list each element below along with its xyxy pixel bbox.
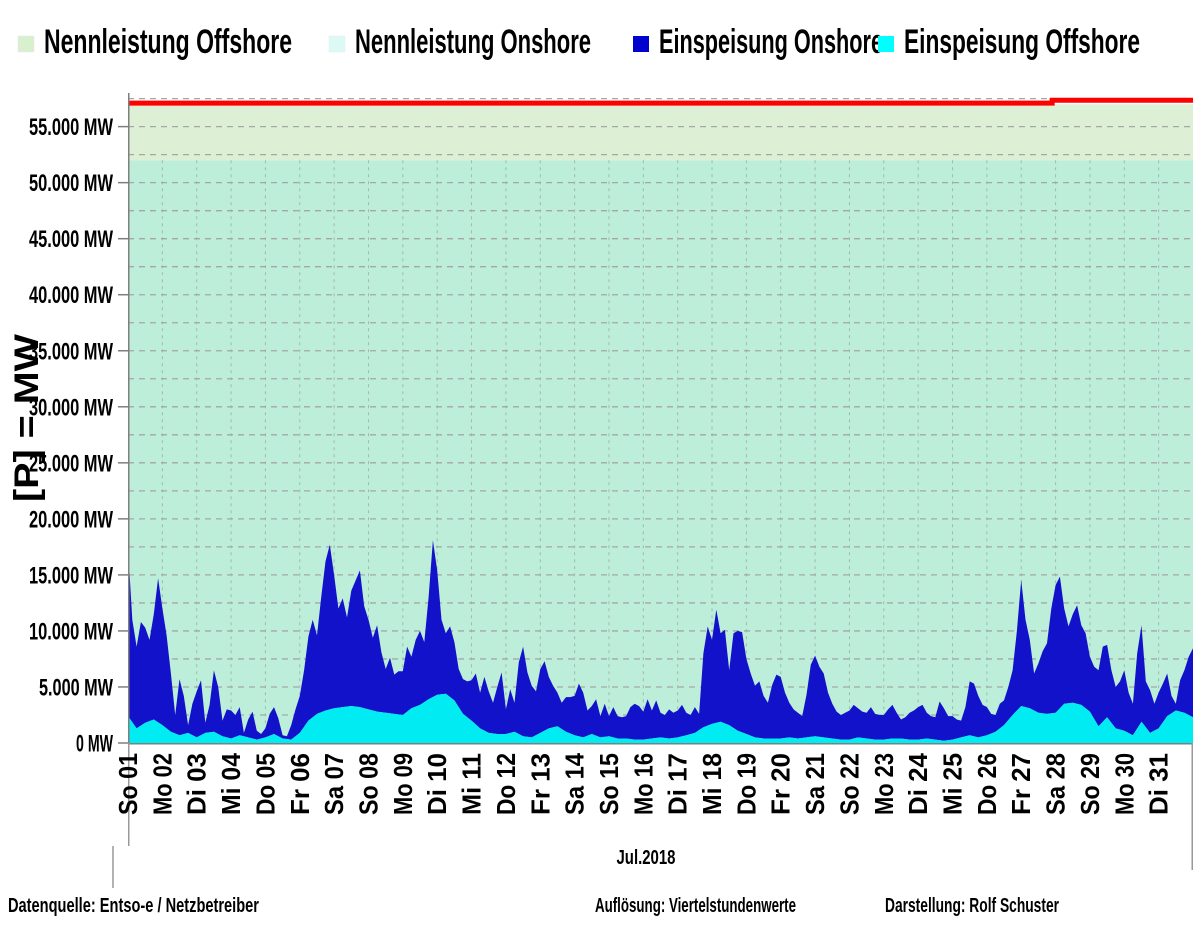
footer-credit: Darstellung: Rolf Schuster — [885, 895, 1059, 917]
band-nennleistung-offshore — [128, 104, 1193, 161]
x-tick-label: Sa 21 — [800, 753, 830, 815]
capacity-total-line — [128, 97, 1193, 106]
x-tick-label: Mo 02 — [147, 753, 177, 815]
x-tick-label: Sa 07 — [319, 753, 349, 815]
y-tick-label: 40.000 MW — [29, 282, 113, 309]
x-tick-label: Di 17 — [663, 753, 693, 815]
x-tick-label: Fr 20 — [766, 753, 796, 815]
x-tick-label: So 08 — [353, 753, 383, 815]
x-tick-label: Mo 23 — [869, 753, 899, 815]
x-tick-label: Mi 18 — [697, 753, 727, 815]
y-tick-label: 15.000 MW — [29, 562, 113, 589]
x-tick-label: Mo 16 — [628, 753, 658, 815]
legend-label: Einspeisung Onshore — [659, 23, 883, 61]
legend-label: Nennleistung Offshore — [44, 23, 292, 61]
y-axis-title: [P] = MW — [8, 333, 46, 502]
x-tick-label: So 15 — [594, 753, 624, 815]
legend-swatch-einspeisung-onshore — [633, 36, 649, 52]
x-tick-label: Di 03 — [182, 753, 212, 815]
footer-source: Datenquelle: Entso-e / Netzbetreiber — [8, 895, 259, 917]
y-tick-label: 35.000 MW — [29, 338, 113, 365]
x-tick-label: Do 19 — [731, 753, 761, 815]
x-tick-label: Mo 30 — [1109, 753, 1139, 815]
x-tick-label: Mi 11 — [457, 753, 487, 815]
x-tick-label: Sa 28 — [1041, 753, 1071, 815]
legend-swatch-nennleistung-onshore — [328, 35, 346, 53]
x-tick-label: Do 26 — [972, 753, 1002, 815]
area-einspeisung-onshore — [128, 540, 1193, 741]
y-tick-label: 50.000 MW — [29, 170, 113, 197]
x-tick-label: Do 12 — [491, 753, 521, 815]
plot-root: 0 MW 5.000 MW 10.000 MW 15.000 MW 20.000 MW 2… — [17, 23, 1193, 888]
x-tick-label: Mi 25 — [938, 753, 968, 815]
area-einspeisung-offshore — [128, 693, 1193, 743]
x-tick-label: So 29 — [1075, 753, 1105, 815]
x-tick-label: Di 24 — [903, 752, 933, 815]
x-axis-title: Jul.2018 — [617, 847, 676, 869]
y-tick-label: 30.000 MW — [29, 394, 113, 421]
y-tick-label: 5.000 MW — [39, 674, 113, 701]
x-tick-label: Mi 04 — [216, 752, 246, 815]
x-tick-label: Sa 14 — [560, 753, 590, 815]
y-tick-label: 45.000 MW — [29, 226, 113, 253]
band-nennleistung-onshore — [128, 160, 1193, 743]
y-tick-label: 20.000 MW — [29, 506, 113, 533]
x-tick-label: Fr 13 — [525, 753, 555, 815]
legend-label: Nennleistung Onshore — [355, 23, 591, 61]
x-tick-label: Di 10 — [422, 753, 452, 815]
y-tick-label: 10.000 MW — [29, 618, 113, 645]
y-tick-label: 25.000 MW — [29, 450, 113, 477]
y-tick-label: 55.000 MW — [29, 114, 113, 141]
footer-resolution: Auflösung: Viertelstundenwerte — [595, 895, 796, 917]
x-tick-label: So 22 — [834, 753, 864, 815]
x-tick-label: So 01 — [113, 753, 143, 815]
y-tick-label: 0 MW — [76, 731, 113, 758]
x-tick-label: Fr 06 — [285, 753, 315, 815]
legend-swatch-nennleistung-offshore — [17, 35, 35, 53]
x-tick-label: Mo 09 — [388, 753, 418, 815]
legend-swatch-einspeisung-offshore — [878, 36, 894, 52]
legend-label: Einspeisung Offshore — [904, 23, 1140, 61]
x-tick-label: Do 05 — [250, 753, 280, 815]
x-tick-label: Di 31 — [1144, 753, 1174, 815]
x-tick-label: Fr 27 — [1006, 753, 1036, 815]
